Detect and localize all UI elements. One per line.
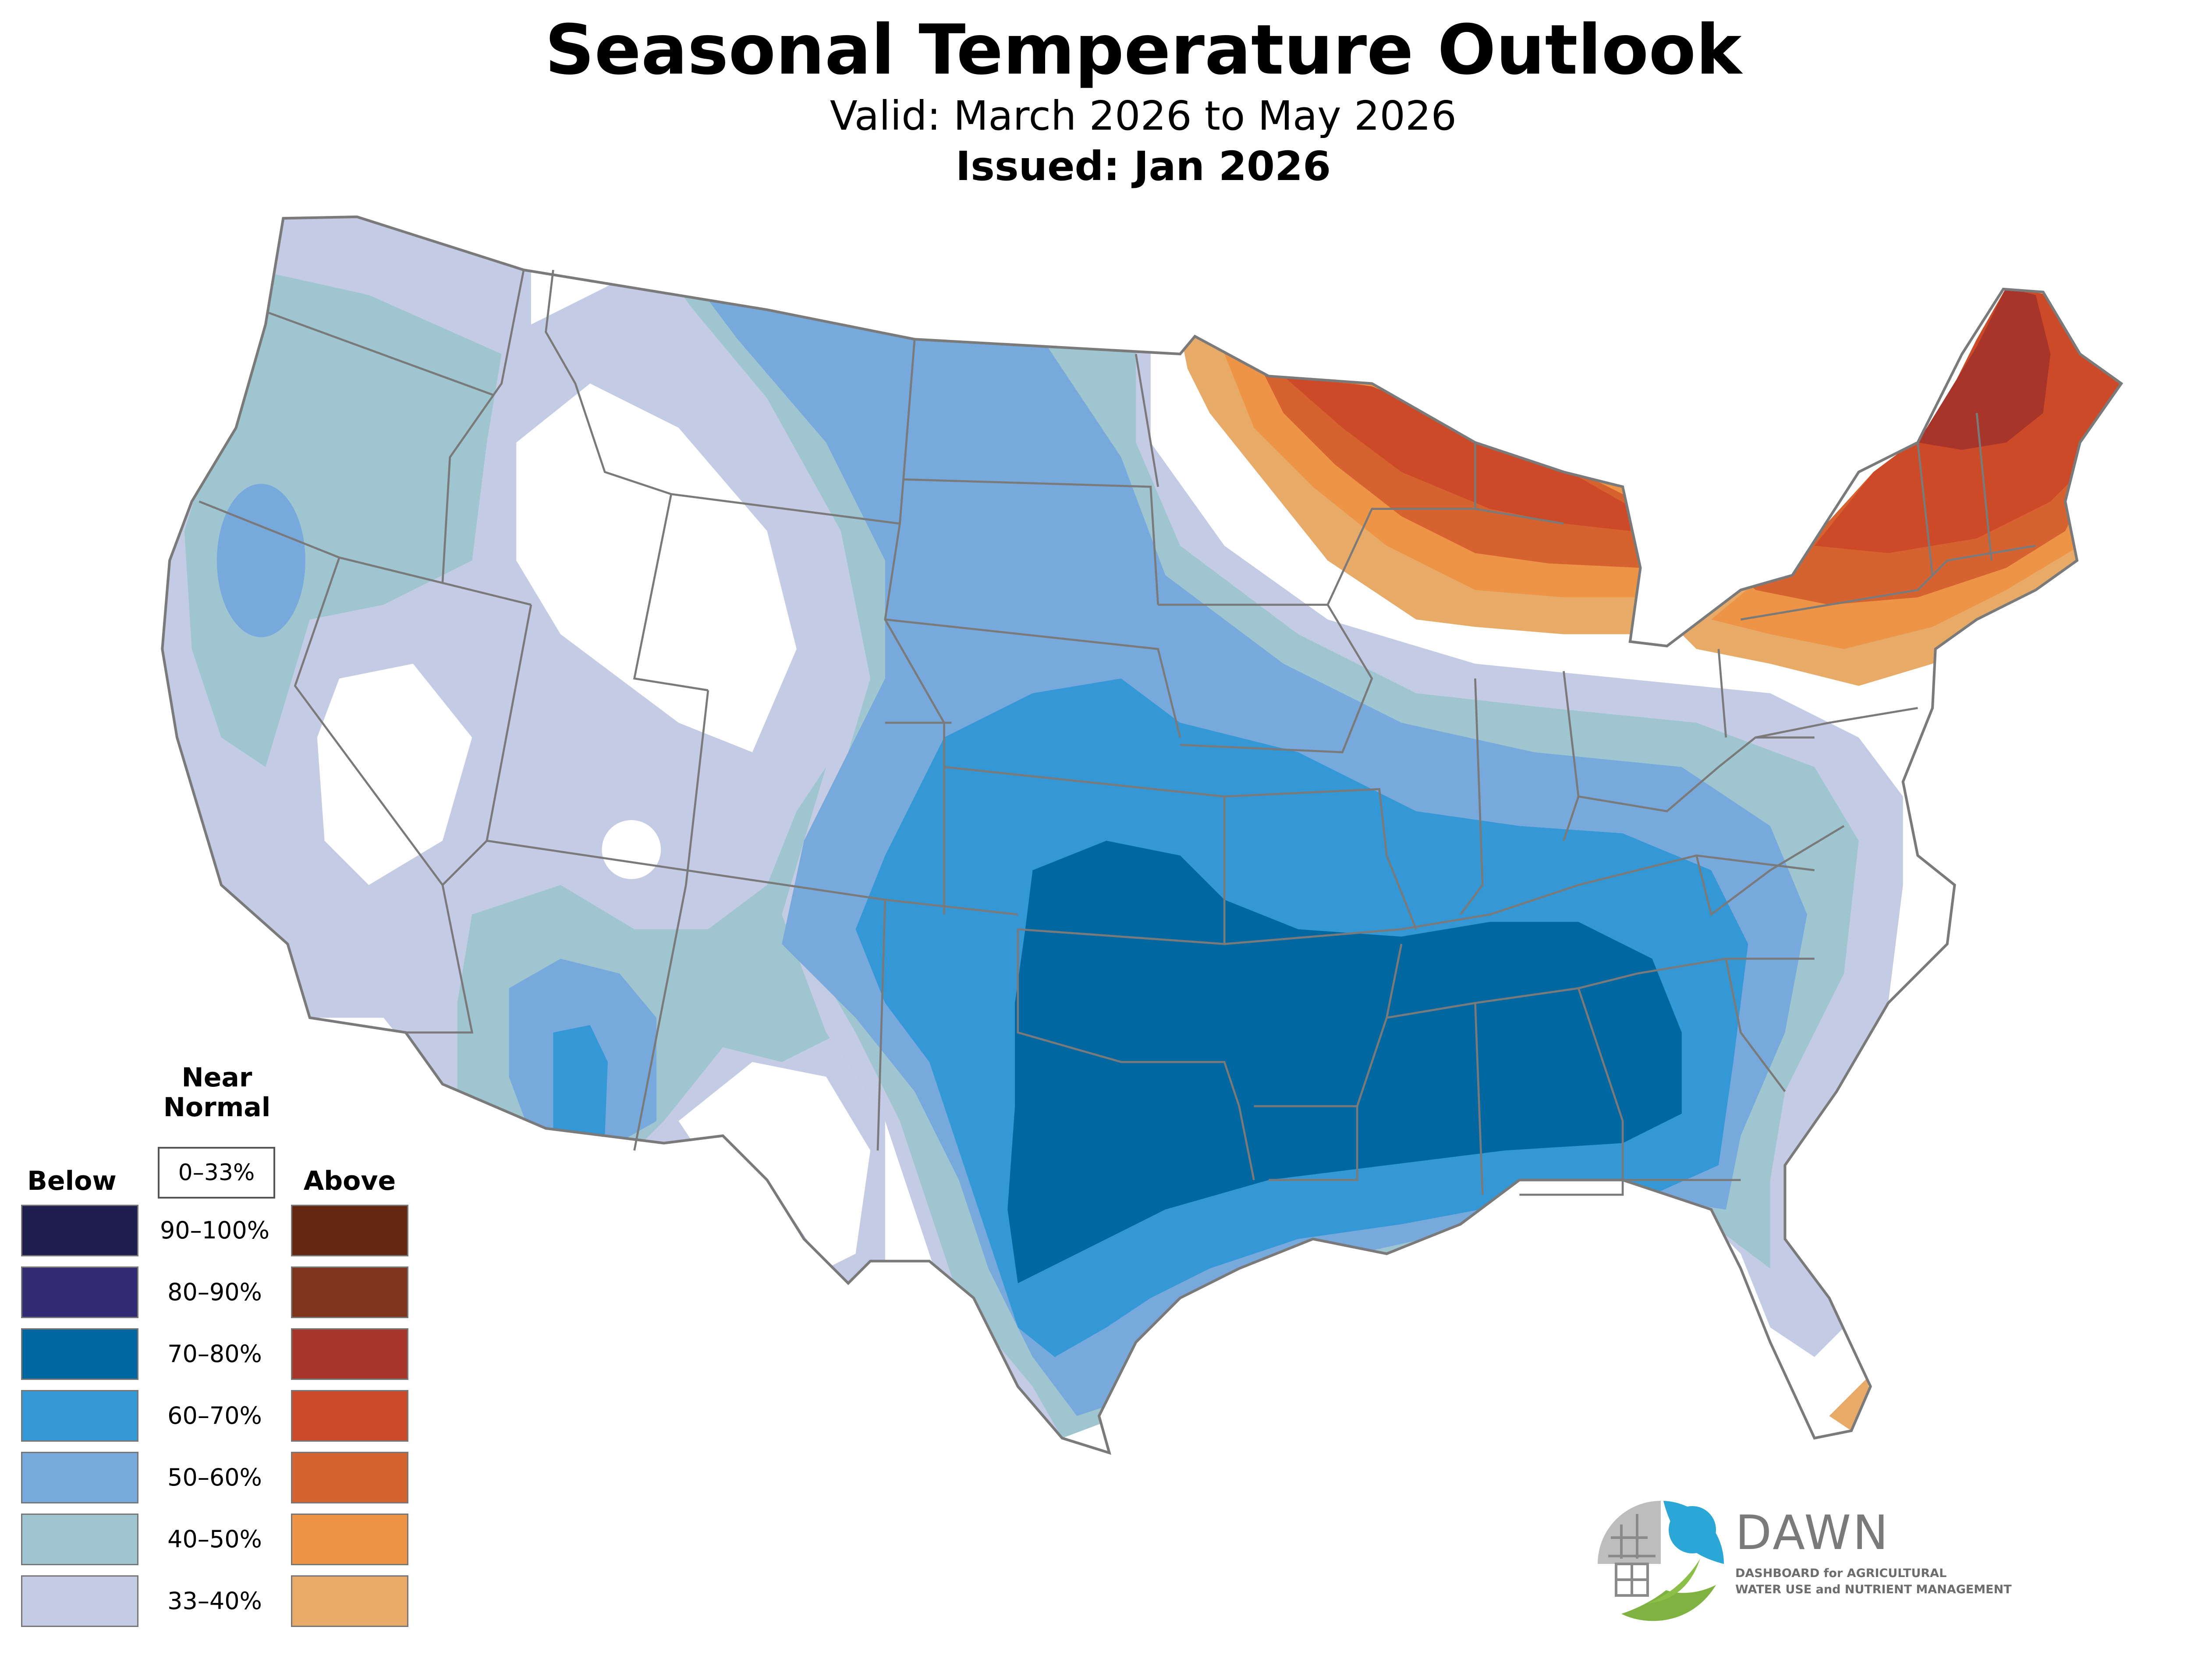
logo-tagline-line2: WATER USE and NUTRIENT MANAGEMENT — [1735, 1583, 2012, 1596]
state-borders — [161, 215, 2124, 1455]
legend-above-heading: Above — [303, 1166, 396, 1196]
legend-above-swatch — [291, 1266, 408, 1318]
legend-above-swatch — [291, 1452, 408, 1503]
logo-tagline-line1: DASHBOARD for AGRICULTURAL — [1735, 1567, 1947, 1580]
zone-oregon-below-50-60 — [216, 484, 305, 637]
zone-newmexico-near-normal — [678, 1062, 871, 1269]
legend-below-swatch — [21, 1514, 138, 1565]
zone-nevada-near-normal — [317, 664, 472, 885]
legend-below-swatch — [21, 1328, 138, 1380]
legend-near-normal-range: 0–33% — [158, 1147, 275, 1199]
zone-greatlakes-above-60-70 — [1283, 376, 1635, 531]
legend-range-label: 90–100% — [160, 1217, 270, 1244]
legend-below-heading: Below — [27, 1166, 117, 1196]
zone-maine-above-70-80 — [1918, 287, 2051, 450]
legend-range-label: 80–90% — [167, 1278, 262, 1306]
legend-range-label: 70–80% — [167, 1340, 262, 1368]
zone-louisiana-above-33-40 — [1434, 1276, 1468, 1295]
legend-range-label: 33–40% — [167, 1587, 262, 1615]
issued-date: Issued: Jan 2026 — [955, 143, 1331, 190]
legend-below-swatch — [21, 1266, 138, 1318]
legend-above-swatch — [291, 1514, 408, 1565]
legend-above-swatch — [291, 1205, 408, 1256]
legend-range-label: 40–50% — [167, 1525, 262, 1553]
map-title: Seasonal Temperature Outlook — [545, 10, 1742, 90]
dawn-logo-icon — [1598, 1501, 1724, 1627]
logo-name: DAWN — [1735, 1506, 1890, 1560]
zone-west-below-40-50 — [184, 265, 502, 767]
legend-below-swatch — [21, 1452, 138, 1503]
zone-utah-near-normal — [602, 820, 661, 879]
valid-period: Valid: March 2026 to May 2026 — [830, 92, 1457, 139]
legend-above-swatch — [291, 1390, 408, 1442]
legend-above-swatch — [291, 1328, 408, 1380]
legend-range-label: 50–60% — [167, 1464, 262, 1491]
legend-below-swatch — [21, 1390, 138, 1442]
legend-below-swatch — [21, 1575, 138, 1627]
zone-southcentral-below-70-80 — [1007, 841, 1682, 1284]
legend-above-swatch — [291, 1575, 408, 1627]
zone-arizona-below-60-70 — [553, 1025, 608, 1136]
legend-near-normal-heading: Near Normal — [163, 1062, 271, 1123]
legend-range-label: 60–70% — [167, 1402, 262, 1429]
legend-below-swatch — [21, 1205, 138, 1256]
